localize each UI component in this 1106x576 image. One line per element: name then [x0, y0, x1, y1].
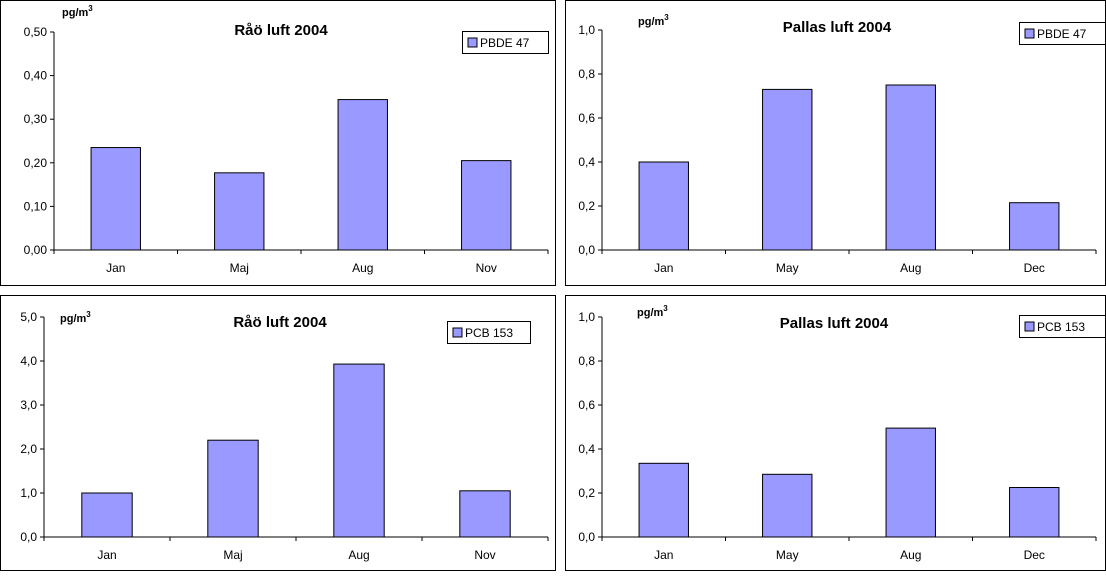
y-tick-label: 0,30 — [24, 112, 48, 126]
unit-label: pg/m3 — [62, 4, 93, 19]
bar-jan — [638, 462, 689, 538]
y-tick-label: 0,6 — [578, 111, 595, 125]
y-tick-label: 3,0 — [20, 398, 37, 412]
unit-label: pg/m3 — [60, 310, 91, 325]
y-tick-label: 1,0 — [20, 486, 37, 500]
x-category-label: Jan — [106, 261, 125, 275]
y-tick-label: 1,0 — [578, 23, 595, 37]
unit-label: pg/m3 — [638, 13, 669, 28]
legend-box — [447, 321, 531, 344]
bar-dec — [1009, 202, 1060, 251]
x-category-label: Aug — [348, 548, 369, 562]
bar-may — [762, 473, 813, 538]
unit-label-superscript: 3 — [664, 13, 669, 22]
unit-label-base: pg/m — [638, 16, 664, 28]
x-category-label: Jan — [654, 261, 673, 275]
chart-title: Pallas luft 2004 — [783, 19, 892, 36]
unit-label: pg/m3 — [637, 304, 668, 319]
y-tick-label: 0,4 — [578, 155, 595, 169]
legend-label: PBDE 47 — [1037, 27, 1087, 41]
x-category-label: Dec — [1024, 548, 1045, 562]
bar-aug — [885, 84, 936, 251]
unit-label-base: pg/m — [60, 313, 86, 325]
y-tick-label: 0,20 — [24, 156, 48, 170]
y-tick-label: 0,00 — [24, 243, 48, 257]
y-tick-label: 0,6 — [578, 398, 595, 412]
x-category-label: Aug — [900, 261, 921, 275]
legend-label: PCB 153 — [465, 326, 513, 340]
x-category-label: Nov — [476, 261, 497, 275]
legend-label: PCB 153 — [1037, 320, 1085, 334]
chart-panel-3: 0,0 1,0 2,0 3,0 4,0 5,0 Jan Maj Aug Nov pg/m3 Råö l… — [0, 295, 556, 571]
bar-nov — [459, 490, 511, 538]
chart-4-svg: 0,0 0,2 0,4 0,6 0,8 1,0 Jan May Aug Dec pg/m3 Palla… — [565, 295, 1106, 571]
x-category-label: Aug — [900, 548, 921, 562]
chart-panel-4: 0,0 0,2 0,4 0,6 0,8 1,0 Jan May Aug Dec pg/m3 Palla… — [565, 295, 1106, 571]
unit-label-superscript: 3 — [88, 4, 93, 13]
y-tick-label: 0,40 — [24, 69, 48, 83]
bar-jan — [81, 492, 133, 538]
y-tick-label: 4,0 — [20, 354, 37, 368]
chart-title: Råö luft 2004 — [234, 22, 328, 39]
chart-panel-2: 0,0 0,2 0,4 0,6 0,8 1,0 Jan May Aug Dec pg/m3 Palla… — [565, 0, 1106, 286]
y-tick-label: 0,8 — [578, 354, 595, 368]
legend-swatch — [452, 327, 463, 338]
y-tick-label: 2,0 — [20, 442, 37, 456]
x-category-label: Jan — [97, 548, 116, 562]
y-tick-label: 1,0 — [578, 310, 595, 324]
bar-dec — [1009, 487, 1060, 538]
x-category-label: May — [776, 261, 799, 275]
legend-label: PBDE 47 — [480, 36, 530, 50]
y-tick-label: 0,0 — [20, 530, 37, 544]
y-tick-label: 0,2 — [578, 486, 595, 500]
unit-label-base: pg/m — [637, 307, 663, 319]
bar-aug — [337, 99, 388, 251]
unit-label-superscript: 3 — [86, 310, 91, 319]
chart-title: Råö luft 2004 — [233, 314, 327, 331]
unit-label-superscript: 3 — [663, 304, 668, 313]
x-category-label: Nov — [474, 548, 495, 562]
x-category-label: Aug — [352, 261, 373, 275]
bar-nov — [461, 160, 512, 251]
bar-maj — [207, 439, 259, 538]
bar-maj — [214, 172, 265, 251]
legend-swatch — [1024, 28, 1035, 39]
y-tick-label: 0,4 — [578, 442, 595, 456]
y-tick-label: 0,0 — [578, 530, 595, 544]
x-category-label: Maj — [223, 548, 242, 562]
bar-jan — [90, 147, 141, 251]
bar-may — [762, 88, 813, 251]
bar-aug — [333, 363, 385, 538]
legend-box — [462, 31, 549, 54]
chart-panel-1: 0,00 0,10 0,20 0,30 0,40 0,50 Jan Maj Aug Nov pg/m… — [0, 0, 556, 286]
x-category-label: Dec — [1024, 261, 1045, 275]
y-tick-label: 0,0 — [578, 243, 595, 257]
x-category-label: Jan — [654, 548, 673, 562]
bar-jan — [638, 161, 689, 251]
unit-label-base: pg/m — [62, 7, 88, 19]
legend-swatch — [467, 37, 478, 48]
chart-3-svg: 0,0 1,0 2,0 3,0 4,0 5,0 Jan Maj Aug Nov pg/m3 Råö l… — [0, 295, 556, 571]
y-tick-label: 0,50 — [24, 25, 48, 39]
y-tick-label: 0,2 — [578, 199, 595, 213]
y-tick-label: 5,0 — [20, 310, 37, 324]
y-tick-label: 0,10 — [24, 199, 48, 213]
bar-aug — [885, 427, 936, 538]
chart-1-svg: 0,00 0,10 0,20 0,30 0,40 0,50 Jan Maj Aug Nov pg/m… — [0, 0, 556, 286]
x-category-label: Maj — [230, 261, 249, 275]
y-tick-label: 0,8 — [578, 67, 595, 81]
chart-title: Pallas luft 2004 — [780, 315, 889, 332]
chart-2-svg: 0,0 0,2 0,4 0,6 0,8 1,0 Jan May Aug Dec pg/m3 Palla… — [565, 0, 1106, 286]
legend-swatch — [1024, 321, 1035, 332]
x-category-label: May — [776, 548, 799, 562]
